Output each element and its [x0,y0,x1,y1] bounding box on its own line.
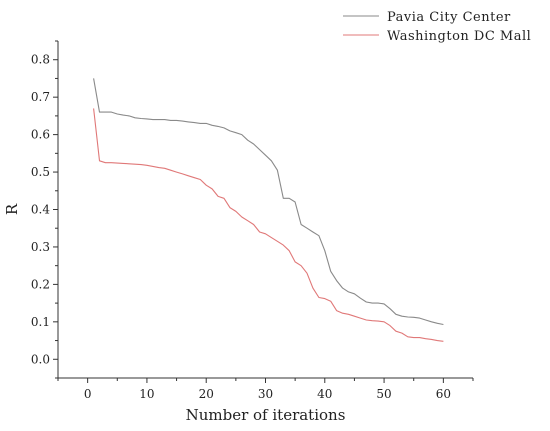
series-line-1 [93,78,444,326]
series-group [93,78,444,342]
x-axis-label: Number of iterations [186,406,346,424]
axes [57,41,473,379]
legend: Pavia City Center Washington DC Mall [343,10,531,44]
x-tick-label: 10 [139,387,154,401]
y-tick-label: 0.3 [31,240,50,254]
x-tick-label: 0 [84,387,92,401]
x-tick-label: 20 [199,387,214,401]
y-tick-label: 0.8 [31,53,50,67]
x-tick-label: 60 [436,387,451,401]
legend-label: Washington DC Mall [387,29,531,44]
y-axis-label: R [3,203,21,215]
y-tick-label: 0.7 [31,90,50,104]
y-tick-label: 0.6 [31,128,50,142]
x-tick-label: 50 [376,387,391,401]
y-tick-label: 0.1 [31,315,50,329]
series-line-2 [93,108,444,342]
x-tick-label: 30 [258,387,273,401]
legend-label: Pavia City Center [387,10,511,25]
ticks: 0 10 20 30 40 50 60 0.0 0.1 0.2 0.3 0.4 0.5 0.6 0.7 0.8 [31,40,474,401]
y-tick-label: 0.2 [31,277,50,291]
y-tick-label: 0.4 [31,203,50,217]
y-tick-label: 0.0 [31,352,50,366]
y-tick-label: 0.5 [31,165,50,179]
x-tick-label: 40 [317,387,332,401]
